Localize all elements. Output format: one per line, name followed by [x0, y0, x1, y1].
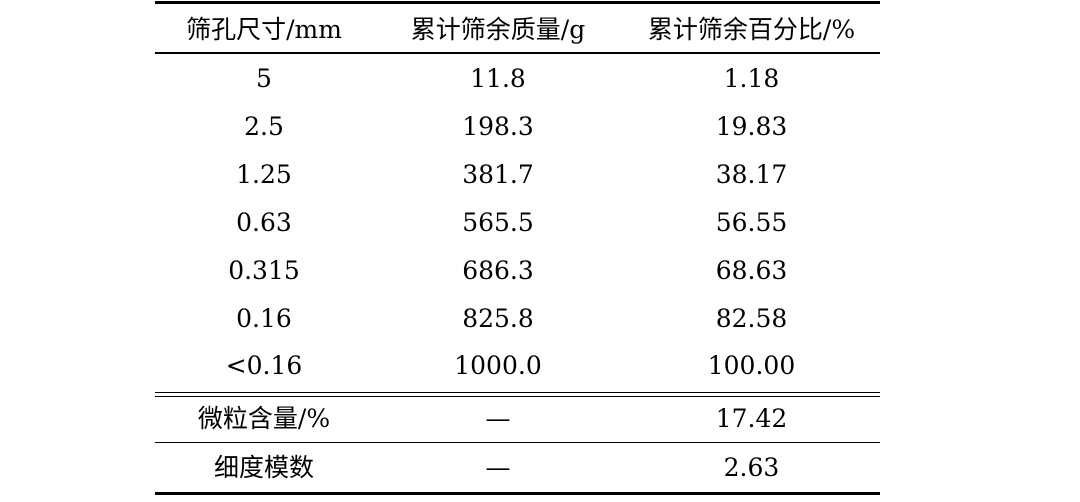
cumulative-percent-cell: 82.58 [715, 304, 788, 333]
summary-row-fineness-modulus: 细度模数 — 2.63 [155, 448, 880, 488]
table-top-rule [155, 1, 880, 4]
table-row: 1.25 381.7 38.17 [155, 155, 880, 195]
header-cumulative-mass: 累计筛余质量/g [410, 15, 586, 44]
summary-divider-rule [155, 442, 880, 444]
table-row: <0.16 1000.0 100.00 [155, 346, 880, 386]
double-rule-lower [155, 396, 880, 398]
sieve-size-cell: 1.25 [236, 160, 292, 189]
cumulative-percent-cell: 100.00 [707, 351, 796, 380]
cumulative-mass-cell: 198.3 [462, 112, 534, 141]
header-rule [155, 52, 880, 54]
summary-mass-cell: — [485, 453, 511, 482]
double-rule-upper [155, 392, 880, 394]
cumulative-mass-cell: 1000.0 [454, 351, 542, 380]
sieve-size-cell: <0.16 [225, 351, 303, 380]
cumulative-percent-cell: 19.83 [715, 112, 788, 141]
table-header-row: 筛孔尺寸/mm 累计筛余质量/g 累计筛余百分比/% [155, 10, 880, 50]
table-row: 5 11.8 1.18 [155, 59, 880, 99]
cumulative-percent-cell: 56.55 [715, 208, 788, 237]
summary-label-cell: 微粒含量/% [197, 404, 331, 433]
cumulative-percent-cell: 1.18 [723, 64, 780, 93]
table-row: 0.63 565.5 56.55 [155, 203, 880, 243]
sieve-size-cell: 0.315 [228, 256, 300, 285]
sieve-size-cell: 0.63 [236, 208, 292, 237]
sieve-size-cell: 0.16 [236, 304, 292, 333]
table-row: 0.16 825.8 82.58 [155, 299, 880, 339]
summary-mass-cell: — [485, 404, 511, 433]
cumulative-mass-cell: 686.3 [462, 256, 534, 285]
header-sieve-size: 筛孔尺寸/mm [186, 15, 342, 44]
summary-value-cell: 2.63 [723, 453, 780, 482]
cumulative-mass-cell: 565.5 [462, 208, 534, 237]
summary-label-cell: 细度模数 [213, 453, 314, 482]
cumulative-percent-cell: 38.17 [715, 160, 788, 189]
header-cumulative-percent: 累计筛余百分比/% [647, 15, 856, 44]
cumulative-mass-cell: 11.8 [470, 64, 526, 93]
summary-value-cell: 17.42 [715, 404, 788, 433]
cumulative-percent-cell: 68.63 [715, 256, 788, 285]
cumulative-mass-cell: 825.8 [462, 304, 534, 333]
table-bottom-rule [155, 492, 880, 495]
table-row: 2.5 198.3 19.83 [155, 107, 880, 147]
sieve-size-cell: 5 [256, 64, 272, 93]
summary-row-fines: 微粒含量/% — 17.42 [155, 399, 880, 439]
sieve-size-cell: 2.5 [244, 112, 284, 141]
cumulative-mass-cell: 381.7 [462, 160, 534, 189]
table-row: 0.315 686.3 68.63 [155, 251, 880, 291]
